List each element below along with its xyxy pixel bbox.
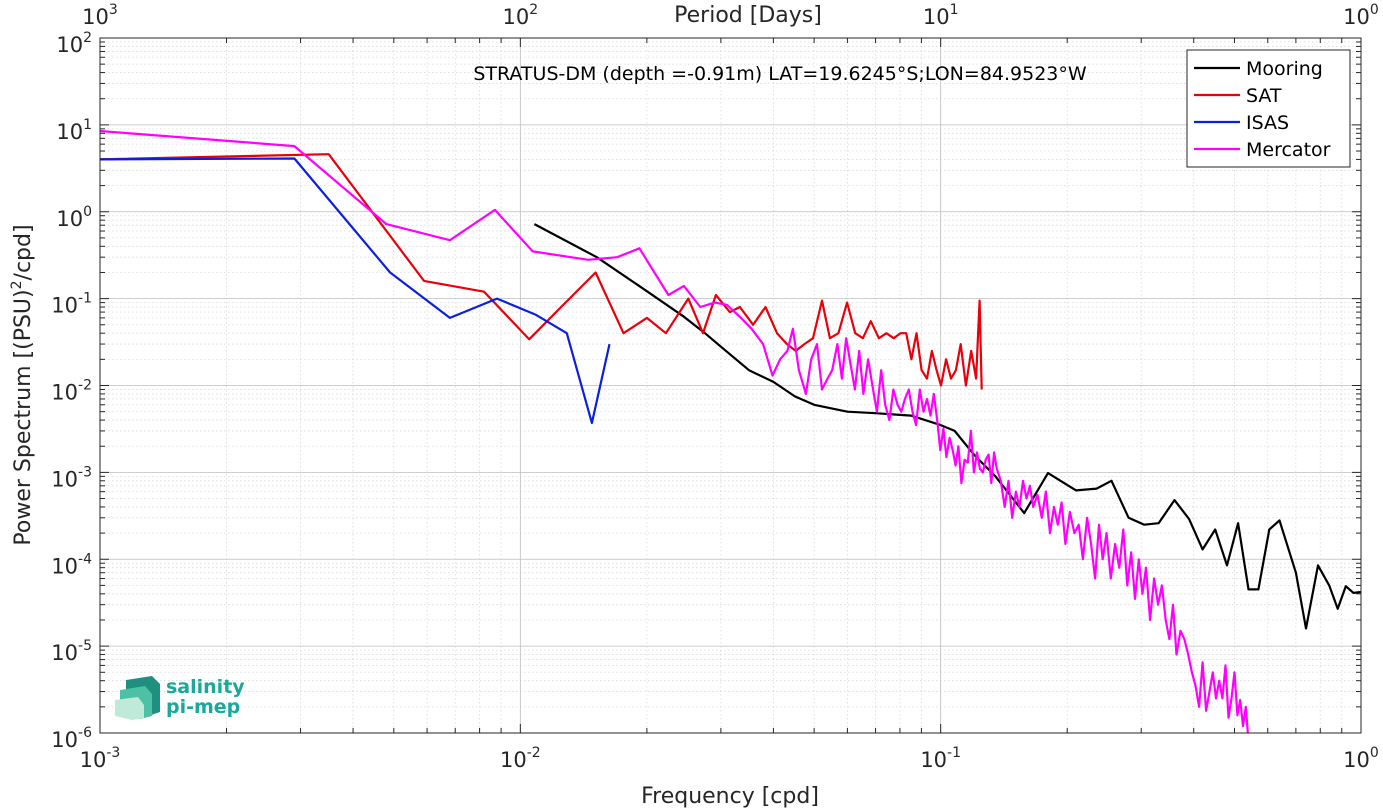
y-tick-label-exp: -5 [78, 638, 92, 654]
x-tick-label-exp: -2 [527, 745, 541, 761]
y-tick-label-base: 10 [56, 120, 83, 144]
x-tick-label: 10-2 [500, 745, 541, 772]
series-layer [100, 129, 1361, 733]
top-x-tick-label-base: 10 [503, 5, 530, 29]
top-x-tick-label-base: 10 [1343, 5, 1370, 29]
y-tick-label-exp: -2 [78, 378, 92, 394]
y-tick-label-exp: 2 [83, 30, 92, 46]
y-tick-label: 10-3 [51, 464, 92, 491]
x-tick-label-exp: 0 [1370, 745, 1379, 761]
top-x-tick-label-exp: 1 [950, 2, 959, 18]
logo-text-pi-mep: pi-mep [166, 696, 240, 718]
legend-label-mercator: Mercator [1246, 139, 1331, 161]
x-tick-label-base: 10 [920, 748, 947, 772]
top-x-tick-label: 102 [503, 2, 539, 29]
y-axis-label-sup: 2 [9, 280, 25, 289]
y-tick-label-exp: -6 [78, 725, 92, 741]
x-tick-label-base: 10 [1343, 748, 1370, 772]
top-x-tick-label-exp: 3 [109, 2, 118, 18]
logo-text-salinity: salinity [166, 676, 245, 698]
legend-label-mooring: Mooring [1246, 58, 1323, 80]
x-axis-label: Frequency [cpd] [641, 784, 819, 809]
y-axis-label-main: Power Spectrum [(PSU) [11, 289, 36, 545]
y-tick-label-base: 10 [51, 728, 78, 752]
y-tick-label: 10-2 [51, 378, 92, 405]
y-tick-label: 10-5 [51, 638, 92, 665]
y-tick-label: 10-4 [51, 551, 92, 578]
top-x-tick-label: 100 [1343, 2, 1379, 29]
legend-box [1186, 49, 1351, 168]
series-line-mercator [100, 129, 1249, 733]
y-tick-label-base: 10 [51, 641, 78, 665]
salinity-pi-mep-logo: salinity pi-mep [115, 676, 245, 720]
y-tick-label-base: 10 [51, 381, 78, 405]
y-tick-label-base: 10 [51, 554, 78, 578]
top-x-tick-label-exp: 2 [529, 2, 538, 18]
legend-label-isas: ISAS [1246, 112, 1289, 134]
top-x-tick-label-base: 10 [82, 5, 109, 29]
y-tick-label-base: 10 [51, 467, 78, 491]
y-tick-label-base: 10 [56, 207, 83, 231]
x-tick-label-base: 10 [500, 748, 527, 772]
y-tick-label-base: 10 [51, 294, 78, 318]
top-x-axis-label: Period [Days] [674, 3, 822, 28]
x-tick-label-exp: -3 [106, 745, 120, 761]
y-tick-label-exp: 0 [83, 204, 92, 220]
top-x-tick-label: 101 [923, 2, 959, 29]
top-x-tick-label: 103 [82, 2, 118, 29]
y-tick-label-exp: -1 [78, 291, 92, 307]
series-line-isas [100, 157, 611, 425]
y-tick-label: 10-6 [51, 725, 92, 752]
y-axis-label-tail: /cpd] [11, 224, 36, 280]
y-tick-label: 102 [56, 30, 92, 57]
chart-annotation: STRATUS-DM (depth =-0.91m) LAT=19.6245°S… [473, 63, 1087, 85]
y-tick-label-exp: 1 [83, 117, 92, 133]
series-line-mooring [533, 223, 1361, 630]
x-tick-label-exp: -1 [947, 745, 961, 761]
logo-wave-front [115, 697, 144, 720]
legend-entries: Mooring SAT ISAS Mercator [1194, 58, 1331, 161]
y-tick-label-exp: -4 [78, 551, 92, 567]
y-tick-label: 101 [56, 117, 92, 144]
y-axis-label: Power Spectrum [(PSU)2/cpd] [9, 224, 36, 545]
tick-marks [99, 37, 1362, 734]
x-tick-label: 10-3 [80, 745, 121, 772]
x-tick-label-base: 10 [80, 748, 107, 772]
y-tick-label: 10-1 [51, 291, 92, 318]
legend: Mooring SAT ISAS Mercator [1186, 49, 1351, 168]
y-tick-label: 100 [56, 204, 92, 231]
x-tick-label: 10-1 [920, 745, 961, 772]
x-tick-label: 100 [1343, 745, 1379, 772]
y-tick-label-exp: -3 [78, 464, 92, 480]
series-line-sat [100, 153, 983, 390]
legend-label-sat: SAT [1246, 85, 1282, 107]
top-x-tick-label-exp: 0 [1370, 2, 1379, 18]
top-x-tick-label-base: 10 [923, 5, 950, 29]
y-tick-label-base: 10 [56, 33, 83, 57]
